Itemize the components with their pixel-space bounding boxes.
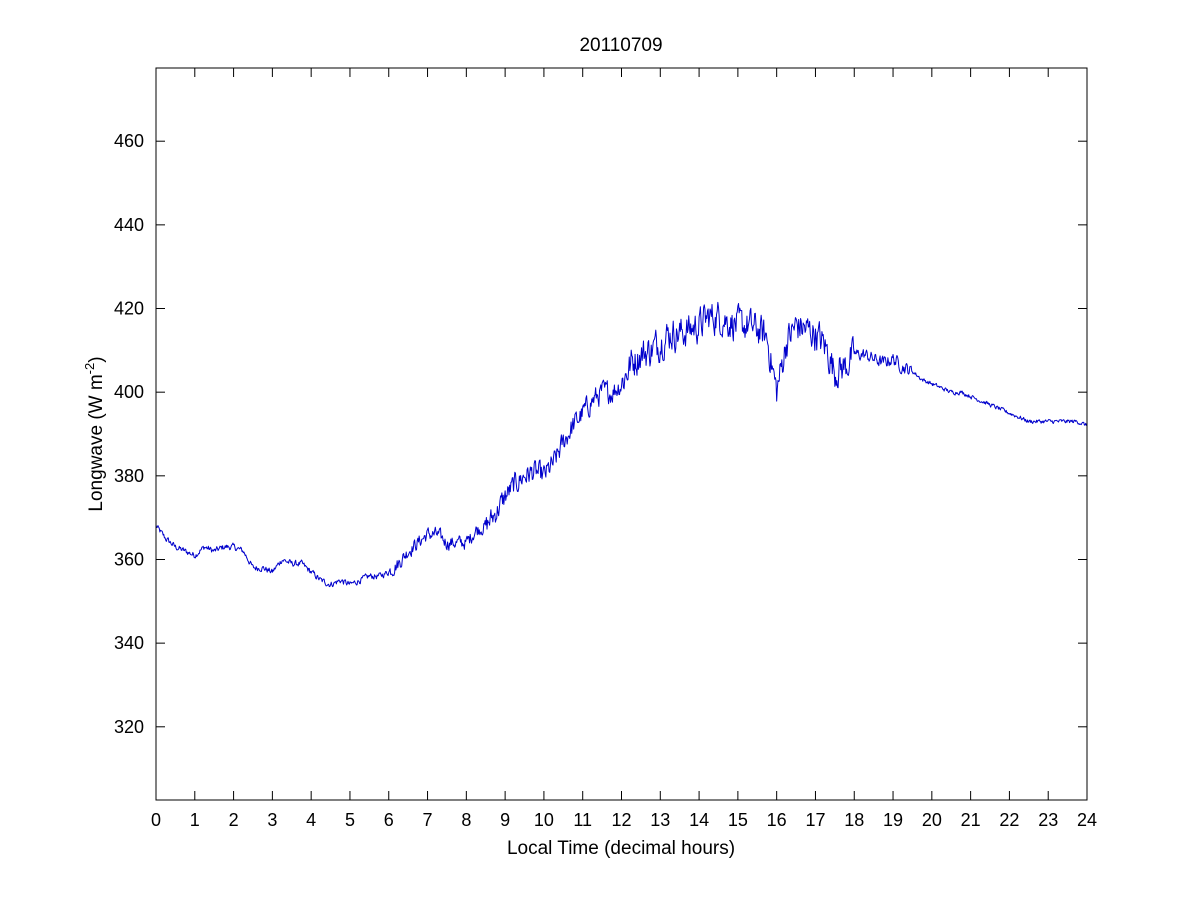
x-tick-label-6: 6 (384, 810, 394, 830)
x-tick-label-11: 11 (573, 810, 592, 830)
chart-title: 20110709 (579, 35, 662, 56)
y-axis-label-superscript: -2 (82, 363, 97, 375)
x-tick-label-3: 3 (267, 810, 277, 830)
x-tick-label-24: 24 (1077, 810, 1097, 830)
x-tick-label-14: 14 (689, 810, 709, 830)
y-tick-label-320: 320 (114, 717, 144, 737)
y-tick-label-460: 460 (114, 131, 144, 151)
x-tick-label-16: 16 (767, 810, 787, 830)
x-tick-label-18: 18 (844, 810, 864, 830)
x-tick-label-5: 5 (345, 810, 355, 830)
y-tick-label-380: 380 (114, 466, 144, 486)
x-tick-label-19: 19 (883, 810, 903, 830)
y-axis-label-prefix: Longwave (W m (86, 374, 107, 511)
y-tick-labels: 320 340 360 380 400 420 440 460 (114, 131, 144, 737)
y-tick-label-340: 340 (114, 633, 144, 653)
x-tick-labels: 0 1 2 3 4 5 6 7 8 9 10 11 12 13 14 15 16 17 18 19 20 21 22 23 24 (151, 810, 1097, 830)
plot-frame (155, 67, 1088, 801)
x-tick-label-15: 15 (728, 810, 748, 830)
y-axis-label: Longwave (W m-2) (82, 356, 107, 511)
x-tick-label-9: 9 (500, 810, 510, 830)
x-tick-label-1: 1 (190, 810, 200, 830)
x-tick-label-8: 8 (461, 810, 471, 830)
y-axis-label-suffix: ) (86, 356, 107, 362)
y-tick-label-440: 440 (114, 215, 144, 235)
x-tick-label-2: 2 (229, 810, 239, 830)
tick-marks (155, 68, 1088, 800)
plot-area (156, 68, 1087, 800)
x-tick-label-4: 4 (306, 810, 316, 830)
x-tick-label-23: 23 (1038, 810, 1058, 830)
y-tick-label-420: 420 (114, 299, 144, 319)
y-tick-label-360: 360 (114, 549, 144, 569)
x-tick-label-13: 13 (650, 810, 670, 830)
x-tick-label-21: 21 (961, 810, 981, 830)
series-line-0 (155, 301, 1088, 588)
x-tick-label-20: 20 (922, 810, 942, 830)
x-tick-label-0: 0 (151, 810, 161, 830)
x-tick-label-7: 7 (423, 810, 433, 830)
x-tick-label-12: 12 (611, 810, 631, 830)
series-layer (155, 301, 1088, 588)
y-tick-label-400: 400 (114, 382, 144, 402)
x-axis-label: Local Time (decimal hours) (507, 838, 735, 859)
x-tick-label-17: 17 (805, 810, 825, 830)
x-tick-label-22: 22 (999, 810, 1019, 830)
x-tick-label-10: 10 (534, 810, 554, 830)
